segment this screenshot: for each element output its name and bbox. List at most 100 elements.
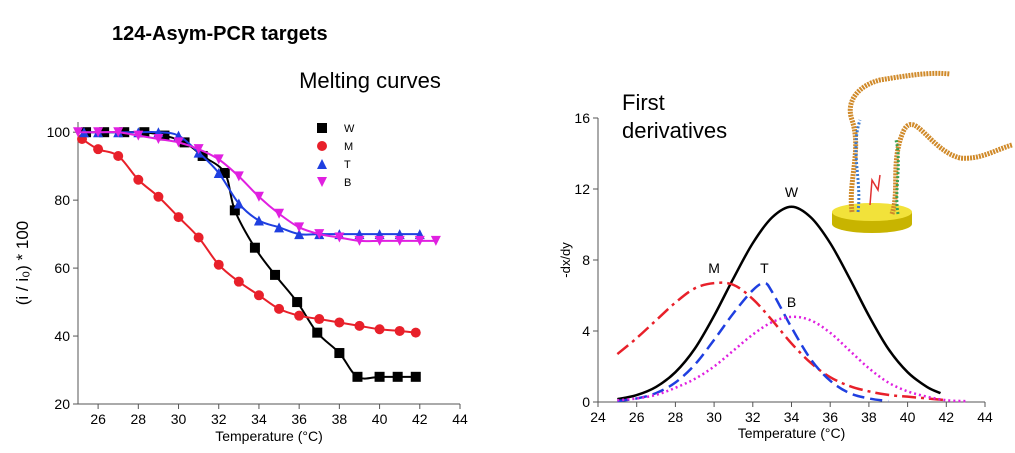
x-tick-label: 38	[332, 411, 348, 427]
x-tick-label: 44	[977, 409, 993, 425]
slide-title: 124-Asym-PCR targets	[112, 23, 328, 45]
marker	[352, 371, 363, 382]
series-line	[617, 315, 966, 403]
marker	[334, 317, 345, 328]
dna-strand	[889, 122, 1013, 215]
marker	[274, 222, 285, 233]
marker	[314, 314, 325, 325]
marker	[159, 130, 170, 141]
marker	[394, 235, 405, 246]
marker	[213, 154, 224, 165]
series-label: W	[785, 184, 799, 200]
marker	[133, 174, 144, 185]
y-tick-label: 80	[54, 192, 70, 208]
chart: First derivatives 24 26 28 30 32 34 36 38 40 42 44 0 4…	[558, 90, 993, 441]
y-tick-label: 16	[574, 110, 590, 126]
marker	[394, 325, 405, 336]
y-tick-label: 60	[54, 260, 70, 276]
marker	[93, 144, 104, 155]
x-tick-label: 28	[131, 411, 147, 427]
marker	[179, 137, 190, 148]
marker	[173, 212, 184, 223]
marker	[274, 208, 285, 219]
x-axis-label: Temperature (°C)	[738, 425, 846, 441]
marker	[317, 123, 327, 133]
chart: Melting curves 26 28 30 32 34 36 38 40 42 44 20 40 60…	[13, 68, 468, 444]
marker	[193, 144, 204, 155]
marker	[274, 303, 285, 314]
marker	[229, 205, 240, 216]
series-line	[84, 130, 420, 236]
marker	[334, 232, 345, 243]
x-tick-label: 30	[706, 409, 722, 425]
x-tick-label: 24	[590, 409, 606, 425]
x-tick-label: 28	[668, 409, 684, 425]
x-tick-label: 42	[412, 411, 428, 427]
marker	[414, 235, 425, 246]
series-line	[86, 130, 416, 380]
chart-title: Melting curves	[299, 68, 441, 93]
x-tick-label: 32	[211, 411, 227, 427]
x-tick-label: 44	[452, 411, 468, 427]
x-tick-label: 36	[291, 411, 307, 427]
legend-label: T	[344, 159, 351, 171]
y-tick-label: 4	[582, 323, 590, 339]
x-tick-label: 40	[372, 411, 388, 427]
marker	[73, 127, 83, 138]
marker	[249, 242, 260, 253]
chip-top	[832, 203, 912, 221]
x-tick-label: 38	[861, 409, 877, 425]
y-tick-label: 40	[54, 328, 70, 344]
marker	[270, 269, 281, 280]
dna-strand	[847, 70, 951, 213]
x-tick-label: 32	[745, 409, 761, 425]
series-label: B	[787, 294, 796, 310]
marker	[374, 324, 385, 335]
x-tick-label: 26	[90, 411, 106, 427]
marker	[294, 310, 305, 321]
x-tick-label: 34	[251, 411, 267, 427]
x-tick-label: 42	[939, 409, 955, 425]
series-line	[617, 281, 889, 403]
marker	[173, 137, 184, 148]
legend-label: M	[344, 141, 353, 153]
marker	[233, 276, 244, 287]
marker	[410, 371, 421, 382]
series-label: T	[760, 260, 769, 276]
marker	[113, 127, 124, 138]
marker	[317, 141, 327, 151]
legend-label: W	[344, 123, 355, 135]
x-tick-label: 26	[629, 409, 645, 425]
marker	[294, 229, 305, 240]
legend-label: B	[344, 177, 351, 189]
marker	[374, 235, 385, 246]
series-line	[616, 281, 947, 402]
marker	[314, 229, 325, 240]
dna-strand	[894, 139, 900, 215]
marker	[133, 130, 144, 141]
x-tick-label: 40	[900, 409, 916, 425]
series-line	[617, 205, 942, 401]
chart-title: First derivatives	[622, 90, 727, 143]
marker	[233, 171, 244, 182]
dna-illustration	[832, 70, 1013, 233]
marker	[233, 198, 244, 209]
marker	[312, 327, 323, 338]
marker	[317, 177, 327, 187]
marker	[292, 297, 303, 308]
x-axis-label: Temperature (°C)	[215, 428, 323, 444]
dna-strand	[854, 119, 862, 213]
marker	[253, 215, 264, 226]
marker	[392, 371, 403, 382]
marker	[253, 290, 264, 301]
marker	[213, 167, 224, 178]
marker	[354, 235, 365, 246]
y-tick-label: 0	[582, 394, 590, 410]
marker	[153, 133, 164, 144]
y-axis-label: (i / i₀) * 100	[13, 221, 32, 306]
marker	[113, 150, 124, 161]
marker	[253, 191, 264, 202]
series-label: M	[708, 260, 720, 276]
y-tick-label: 8	[582, 252, 590, 268]
